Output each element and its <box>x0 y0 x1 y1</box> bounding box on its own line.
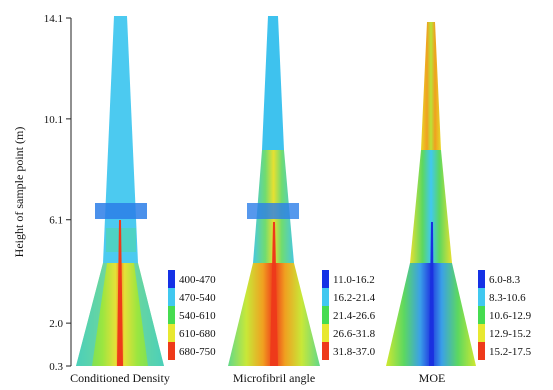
panel-microfibril-angle <box>228 16 320 366</box>
y-tick-label: 2.0 <box>49 318 63 330</box>
moe-pith <box>429 222 434 366</box>
legend-swatch <box>478 270 485 288</box>
legend-label: 400-470 <box>179 274 216 286</box>
mfa-pith <box>270 222 278 366</box>
legend-label: 540-610 <box>179 310 216 322</box>
panel-title-conditioned-density: Conditioned Density <box>70 371 170 385</box>
legend-label: 16.2-21.4 <box>333 292 376 304</box>
legend-swatch <box>168 306 175 324</box>
legend-label: 26.6-31.8 <box>333 328 376 340</box>
legend-swatch <box>478 288 485 306</box>
legend-swatch <box>478 306 485 324</box>
legend-swatch <box>478 324 485 342</box>
legend: 11.0-16.2 16.2-21.4 21.4-26.6 26.6-31.8 31.8… <box>322 270 376 360</box>
mfa-stem-upper <box>262 16 284 150</box>
legends: 400-470 470-540 540-610 610-680 680-750 11.0-… <box>168 270 532 360</box>
y-tick-label: 10.1 <box>44 114 63 126</box>
density-pith <box>117 220 123 366</box>
panel-title-moe: MOE <box>419 371 446 385</box>
legend: 400-470 470-540 540-610 610-680 680-750 <box>168 270 216 360</box>
density-dark-band <box>95 203 147 219</box>
legend-label: 470-540 <box>179 292 216 304</box>
y-tick-label: 6.1 <box>49 215 63 227</box>
legend-label: 15.2-17.5 <box>489 346 532 358</box>
legend-label: 31.8-37.0 <box>333 346 376 358</box>
legend-label: 610-680 <box>179 328 216 340</box>
legend-swatch <box>168 270 175 288</box>
legend-label: 6.0-8.3 <box>489 274 521 286</box>
legend-swatch <box>168 342 175 360</box>
legend-swatch <box>478 342 485 360</box>
legend-swatch <box>322 324 329 342</box>
legend-label: 12.9-15.2 <box>489 328 531 340</box>
legend-label: 680-750 <box>179 346 216 358</box>
legend-label: 11.0-16.2 <box>333 274 375 286</box>
legend-swatch <box>168 288 175 306</box>
panel-moe <box>386 22 476 366</box>
moe-stem-mid <box>410 150 452 263</box>
panel-title-microfibril-angle: Microfibril angle <box>233 371 315 385</box>
panel-conditioned-density <box>76 16 164 366</box>
legend-swatch <box>168 324 175 342</box>
legend-label: 21.4-26.6 <box>333 310 376 322</box>
legend-label: 10.6-12.9 <box>489 310 532 322</box>
y-axis-label: Height of sample point (m) <box>12 127 26 258</box>
legend-swatch <box>322 270 329 288</box>
legend: 6.0-8.3 8.3-10.6 10.6-12.9 12.9-15.2 15.2-17… <box>478 270 532 360</box>
density-stem-upper <box>103 16 138 263</box>
legend-swatch <box>322 306 329 324</box>
mfa-dark-band <box>247 203 299 219</box>
density-stem-lower-edge <box>76 263 107 366</box>
moe-stem-upper <box>421 22 441 150</box>
legend-swatch <box>322 342 329 360</box>
legend-label: 8.3-10.6 <box>489 292 526 304</box>
y-axis: 0.3 2.0 6.1 10.1 14.1 Height of sample point… <box>12 13 72 373</box>
y-tick-label: 14.1 <box>44 13 63 25</box>
density-stem-lower-edge <box>134 263 164 366</box>
y-ticks: 0.3 2.0 6.1 10.1 14.1 <box>44 13 71 373</box>
y-tick-label: 0.3 <box>49 361 63 373</box>
legend-swatch <box>322 288 329 306</box>
